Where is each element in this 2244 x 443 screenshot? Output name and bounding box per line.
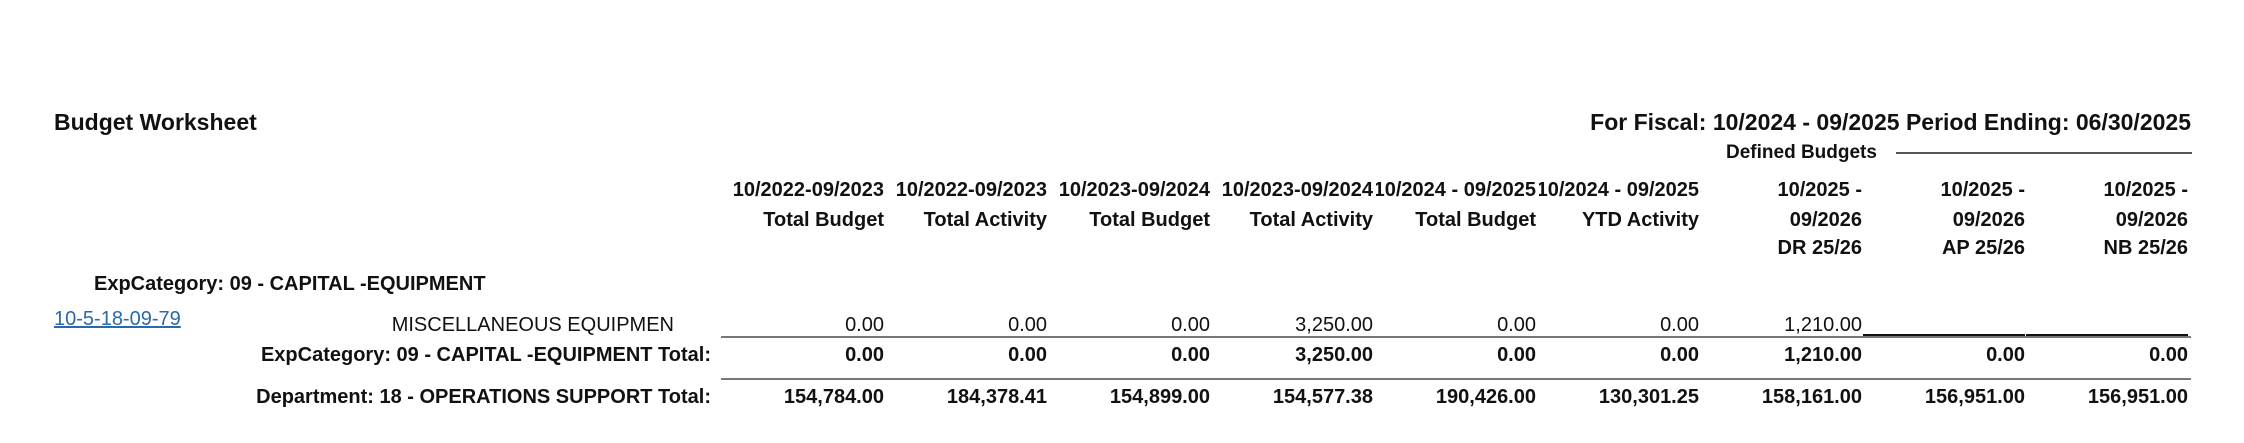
value: 1,210.00 <box>1784 314 1862 336</box>
value: 0.00 <box>1660 314 1699 336</box>
category-total-label: ExpCategory: 09 - CAPITAL -EQUIPMENT Tot… <box>260 344 711 366</box>
department-total-value: 130,301.25 <box>1598 386 1699 408</box>
column-header: 10/2024 - 09/2025 <box>1539 179 1699 201</box>
category-total-value: 0.00 <box>1986 344 2025 366</box>
value: 0.00 <box>1497 314 1536 336</box>
fiscal-period: For Fiscal: 10/2024 - 09/2025 Period End… <box>1590 109 2191 135</box>
group-label: Defined Budgets <box>1726 142 1877 163</box>
department-total-value: 154,577.38 <box>1272 386 1373 408</box>
department-total-value: 184,378.41 <box>946 386 1047 408</box>
category-total-value: 3,250.00 <box>1295 344 1373 366</box>
value: 0.00 <box>845 314 884 336</box>
value: 0.00 <box>1171 314 1210 336</box>
column-header: Total Activity <box>923 209 1047 231</box>
column-header: 10/2025 - <box>2103 179 2188 201</box>
department-total-value: 156,951.00 <box>2087 386 2188 408</box>
column-header: 09/2026 <box>1952 209 2025 231</box>
column-header: YTD Activity <box>1581 209 1699 231</box>
row-rule <box>721 336 2191 338</box>
column-header: 10/2022-09/2023 <box>895 179 1047 201</box>
column-header: 10/2023-09/2024 <box>1221 179 1373 201</box>
department-total-value: 154,784.00 <box>783 386 884 408</box>
value: 0.00 <box>1008 314 1047 336</box>
category-label: ExpCategory: 09 - CAPITAL -EQUIPMENT <box>94 273 486 295</box>
category-total-value: 0.00 <box>1171 344 1210 366</box>
column-header: NB 25/26 <box>2103 237 2189 259</box>
column-header: 10/2023-09/2024 <box>1058 179 1210 201</box>
total-rule <box>721 378 2191 380</box>
column-header: 10/2025 - <box>1940 179 2025 201</box>
column-header: Total Budget <box>1415 209 1536 231</box>
column-header: 10/2024 - 09/2025 <box>1376 179 1536 201</box>
column-header: Total Activity <box>1249 209 1373 231</box>
column-header: 09/2026 <box>2115 209 2188 231</box>
category-total-value: 0.00 <box>1660 344 1699 366</box>
report-title: Budget Worksheet <box>54 109 257 135</box>
value: 3,250.00 <box>1295 314 1373 336</box>
column-header: 10/2022-09/2023 <box>732 179 884 201</box>
column-header: Total Budget <box>1089 209 1210 231</box>
category-total-value: 0.00 <box>845 344 884 366</box>
group-rule <box>1896 152 2192 154</box>
description: MISCELLANEOUS EQUIPMEN <box>391 314 674 336</box>
category-total-value: 1,210.00 <box>1784 344 1862 366</box>
category-total-value: 0.00 <box>1008 344 1047 366</box>
blank-cell-underline <box>1863 334 2025 336</box>
column-header: 10/2025 - <box>1777 179 1862 201</box>
column-header: AP 25/26 <box>1941 237 2025 259</box>
column-header: DR 25/26 <box>1777 237 1863 259</box>
column-header: Total Budget <box>763 209 884 231</box>
department-total-label: Department: 18 - OPERATIONS SUPPORT Tota… <box>256 386 711 408</box>
department-total-value: 156,951.00 <box>1924 386 2025 408</box>
category-total-value: 0.00 <box>1497 344 1536 366</box>
category-total-value: 0.00 <box>2149 344 2188 366</box>
department-total-value: 154,899.00 <box>1109 386 1210 408</box>
column-header: 09/2026 <box>1789 209 1862 231</box>
account-link[interactable]: 10-5-18-09-79 <box>54 308 181 330</box>
department-total-value: 158,161.00 <box>1761 386 1862 408</box>
department-total-value: 190,426.00 <box>1435 386 1536 408</box>
blank-cell-underline <box>2026 334 2188 336</box>
